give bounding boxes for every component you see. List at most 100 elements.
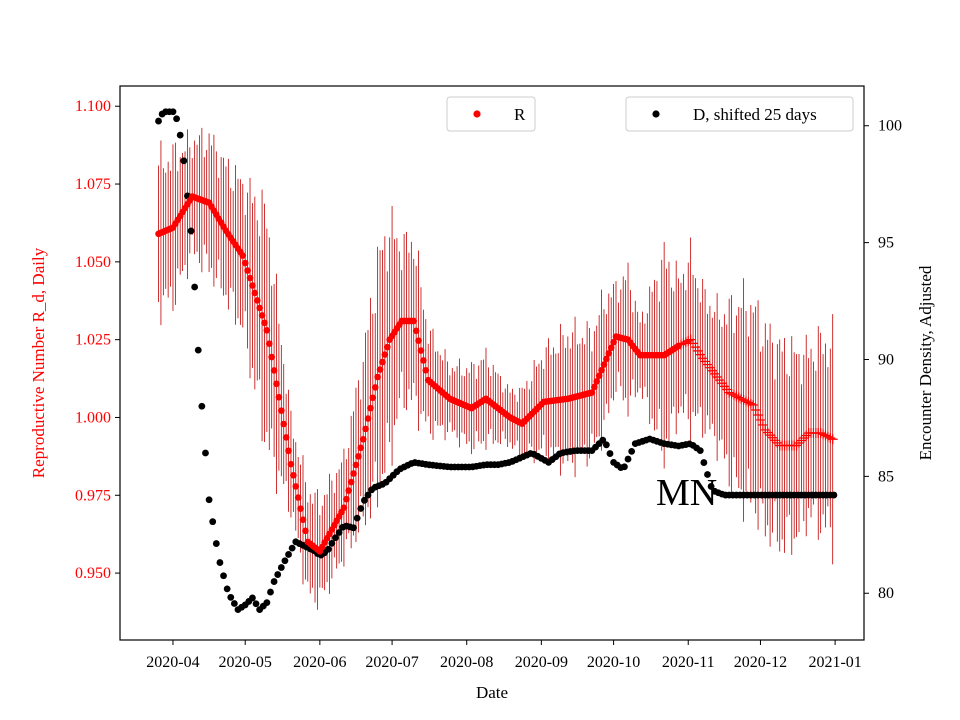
- r-point: [610, 338, 617, 346]
- r-point: [253, 297, 261, 304]
- r-point: [246, 274, 254, 282]
- r-point: [822, 431, 833, 442]
- r-point: [367, 404, 374, 412]
- x-tick-label: 2020-06: [293, 654, 346, 671]
- r-point: [796, 435, 807, 446]
- r-point: [352, 461, 360, 469]
- r-point: [273, 380, 280, 388]
- r-series-points: [155, 193, 838, 555]
- r-point: [755, 414, 766, 425]
- r-point: [603, 355, 610, 363]
- r-point: [757, 419, 768, 430]
- x-tick-label: 2021-01: [808, 654, 861, 671]
- r-point: [591, 383, 598, 391]
- d-point: [220, 572, 227, 580]
- r-point: [731, 391, 742, 402]
- d-point: [599, 436, 607, 444]
- r-point: [678, 338, 689, 349]
- r-point: [728, 390, 739, 401]
- r-point: [825, 433, 836, 444]
- r-point: [743, 397, 754, 408]
- d-point: [624, 455, 632, 463]
- d-point: [281, 557, 289, 565]
- d-point: [169, 108, 177, 116]
- d-point: [205, 496, 213, 504]
- r-point: [381, 351, 389, 358]
- legend-d-marker: [652, 110, 660, 118]
- d-point: [212, 540, 220, 547]
- d-point: [270, 578, 278, 585]
- r-point: [422, 366, 430, 374]
- r-point: [282, 434, 290, 441]
- r-point: [364, 415, 372, 422]
- r-point: [683, 335, 694, 346]
- r-point: [791, 440, 802, 451]
- r-point: [676, 339, 687, 350]
- r-point: [241, 259, 249, 267]
- r-point: [357, 444, 365, 452]
- annotation-label: MN: [656, 472, 717, 514]
- r-point: [347, 478, 355, 486]
- r-point: [680, 337, 691, 348]
- left-y-tick-label: 1.100: [75, 98, 111, 115]
- d-point: [364, 491, 372, 499]
- r-point: [374, 373, 381, 381]
- r-point: [285, 447, 292, 455]
- r-point: [355, 453, 362, 460]
- r-point: [292, 483, 300, 490]
- r-point: [726, 388, 737, 399]
- d-point: [288, 544, 296, 552]
- right-y-axis-title: Encounter Density, Adjusted: [916, 265, 935, 460]
- r-point: [275, 393, 283, 401]
- left-y-axis: 0.950 0.975 1.000 1.025 1.050 1.075 1.100: [75, 98, 120, 582]
- r-point: [736, 393, 747, 404]
- d-point: [830, 491, 838, 499]
- r-point: [769, 435, 780, 446]
- r-point: [600, 361, 608, 368]
- x-axis: 2020-04 2020-05 2020-06 2020-07 2020-08 2020-…: [146, 640, 862, 671]
- r-point: [350, 470, 357, 477]
- left-y-axis-title: Reproductive Number R_d, Daily: [29, 247, 48, 478]
- r-point: [383, 343, 391, 351]
- r-point: [369, 394, 377, 402]
- plot-frame: [119, 85, 865, 641]
- r-point: [598, 366, 605, 374]
- r-point: [607, 344, 615, 352]
- d-point: [230, 600, 238, 607]
- r-point: [733, 392, 744, 403]
- x-tick-label: 2020-11: [662, 654, 715, 671]
- d-point: [202, 449, 209, 457]
- d-point: [621, 463, 628, 471]
- legend-r: R: [446, 96, 536, 132]
- d-point: [628, 447, 636, 455]
- r-point: [299, 516, 307, 524]
- left-y-tick-label: 0.950: [75, 565, 111, 582]
- right-y-tick-label: 80: [878, 585, 894, 602]
- x-tick-label: 2020-04: [146, 654, 199, 671]
- d-point: [194, 346, 202, 354]
- right-y-tick-label: 85: [878, 468, 894, 485]
- d-point: [328, 539, 336, 547]
- d-point: [606, 450, 614, 457]
- d-point: [285, 551, 292, 558]
- r-point: [417, 347, 425, 354]
- d-point: [263, 599, 271, 606]
- legend-d-box: [625, 96, 854, 132]
- d-point: [350, 524, 357, 532]
- left-y-tick-label: 0.975: [75, 487, 111, 504]
- d-point: [353, 514, 361, 522]
- d-point: [700, 459, 708, 466]
- r-point: [772, 437, 783, 448]
- r-point: [268, 353, 275, 361]
- r-point: [256, 304, 263, 312]
- r-point: [595, 372, 603, 380]
- r-point: [251, 289, 259, 297]
- r-point: [760, 424, 771, 435]
- r-point: [753, 409, 764, 420]
- x-tick-label: 2020-09: [515, 654, 568, 671]
- d-point: [198, 402, 206, 410]
- r-point: [287, 460, 295, 468]
- r-point: [258, 312, 266, 319]
- d-point: [209, 518, 217, 526]
- r-point: [412, 327, 420, 335]
